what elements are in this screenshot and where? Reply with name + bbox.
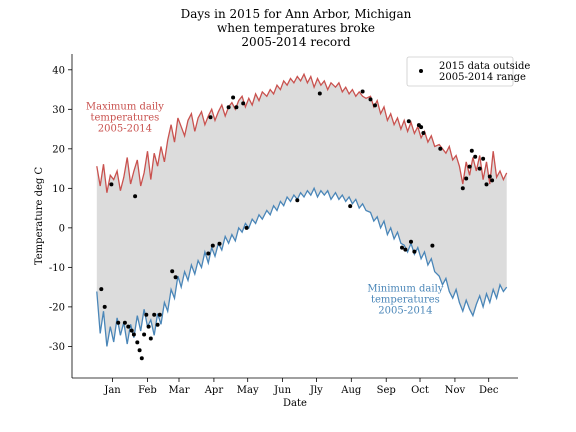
y-tick-label: 30: [52, 105, 65, 116]
record-point-43: [421, 131, 426, 135]
record-point-12: [142, 332, 147, 337]
record-point-33: [360, 89, 365, 94]
record-point-40: [412, 249, 417, 254]
record-point-3: [116, 320, 121, 325]
record-point-15: [148, 336, 153, 341]
record-point-34: [368, 97, 373, 102]
record-point-22: [208, 115, 213, 120]
record-point-45: [438, 146, 443, 151]
y-tick-label: 0: [59, 223, 65, 234]
record-point-19: [170, 269, 175, 274]
record-point-32: [348, 204, 353, 209]
x-tick-label: Jun: [273, 385, 291, 396]
max-temperature-line: [96, 72, 508, 193]
record-point-17: [155, 322, 160, 327]
x-axis-ticks: Jan Feb Mar Apr May Jun Jly Aug Sep Oct Nov Dec: [103, 378, 499, 396]
record-point-18: [157, 312, 162, 317]
record-point-53: [484, 182, 489, 187]
annotations: Maximum dailytemperatures2005-2014Minimu…: [86, 102, 444, 317]
record-point-54: [487, 174, 492, 179]
annotation-0-line-1: temperatures: [91, 113, 160, 124]
min-temperature-line: [96, 186, 508, 347]
x-tick-label: Jly: [309, 385, 323, 396]
legend-marker: [419, 69, 423, 73]
x-tick-label: Sep: [377, 385, 396, 396]
record-point-38: [406, 119, 411, 124]
y-tick-label: -20: [49, 302, 65, 313]
record-point-26: [231, 95, 236, 100]
x-tick-label: Apr: [204, 385, 224, 396]
record-point-8: [133, 194, 138, 199]
record-point-47: [464, 176, 469, 181]
record-point-16: [152, 312, 157, 317]
annotation-1-line-0: Minimum daily: [367, 284, 443, 295]
y-tick-label: -10: [49, 263, 65, 274]
record-point-20: [173, 275, 178, 280]
range-fill: [96, 74, 507, 347]
x-tick-label: Aug: [340, 385, 362, 396]
record-point-1: [102, 304, 107, 309]
y-axis-label: Temperature deg C: [34, 167, 45, 266]
record-point-13: [144, 312, 149, 317]
x-tick-label: Feb: [138, 385, 157, 396]
record-point-44: [430, 243, 435, 248]
record-point-7: [131, 332, 136, 337]
record-point-50: [473, 154, 478, 159]
record-point-51: [477, 166, 482, 171]
legend-label-line-1: 2015 data outside: [439, 61, 530, 72]
record-point-46: [460, 186, 465, 191]
record-point-49: [469, 148, 474, 153]
record-point-24: [217, 241, 222, 246]
x-tick-label: Jan: [103, 385, 121, 396]
record-point-36: [400, 245, 404, 250]
record-point-9: [135, 340, 140, 345]
record-point-25: [226, 105, 231, 110]
legend-label-line-2: 2005-2014 range: [439, 72, 526, 83]
record-point-29: [244, 225, 249, 230]
record-point-4: [122, 320, 127, 325]
record-point-37: [403, 247, 408, 252]
record-point-6: [129, 328, 134, 333]
record-point-31: [317, 91, 322, 96]
annotation-0-line-0: Maximum daily: [86, 102, 164, 113]
x-tick-label: Oct: [411, 385, 429, 396]
chart-title-line-3: 2005-2014 record: [241, 35, 350, 49]
y-tick-label: -30: [49, 342, 65, 353]
y-tick-label: 40: [52, 65, 65, 76]
y-tick-label: 20: [52, 144, 65, 155]
annotation-1-line-1: temperatures: [371, 295, 440, 306]
record-point-27: [234, 105, 239, 110]
x-axis-label: Date: [283, 398, 307, 409]
y-tick-label: 10: [52, 184, 65, 195]
record-break-points: [99, 89, 495, 361]
record-point-23: [210, 243, 215, 248]
x-tick-label: Mar: [169, 385, 190, 396]
record-point-39: [409, 239, 413, 244]
record-point-55: [490, 178, 495, 183]
legend: 2015 data outside 2005-2014 range: [406, 56, 530, 87]
chart-title-line-2: when temperatures broke: [217, 21, 375, 35]
annotation-0-line-2: 2005-2014: [98, 124, 152, 135]
record-point-5: [126, 324, 131, 329]
x-tick-label: Nov: [445, 385, 466, 396]
record-point-11: [139, 356, 144, 361]
legend-box: [406, 56, 514, 87]
record-point-52: [481, 156, 486, 161]
record-point-21: [206, 251, 211, 256]
record-point-14: [146, 324, 151, 329]
y-axis-ticks: -30 -20 -10 0 10 20 30 40: [49, 65, 72, 353]
record-point-30: [295, 198, 300, 203]
record-point-35: [373, 103, 377, 108]
record-point-10: [137, 348, 142, 353]
x-tick-label: May: [237, 385, 259, 396]
record-point-42: [419, 125, 424, 130]
record-point-28: [241, 101, 246, 106]
record-point-48: [467, 164, 472, 169]
chart-title-line-1: Days in 2015 for Ann Arbor, Michigan: [181, 7, 412, 21]
annotation-1-line-2: 2005-2014: [378, 306, 432, 317]
record-point-0: [99, 287, 104, 292]
x-tick-label: Dec: [479, 385, 499, 396]
record-point-2: [109, 182, 114, 187]
